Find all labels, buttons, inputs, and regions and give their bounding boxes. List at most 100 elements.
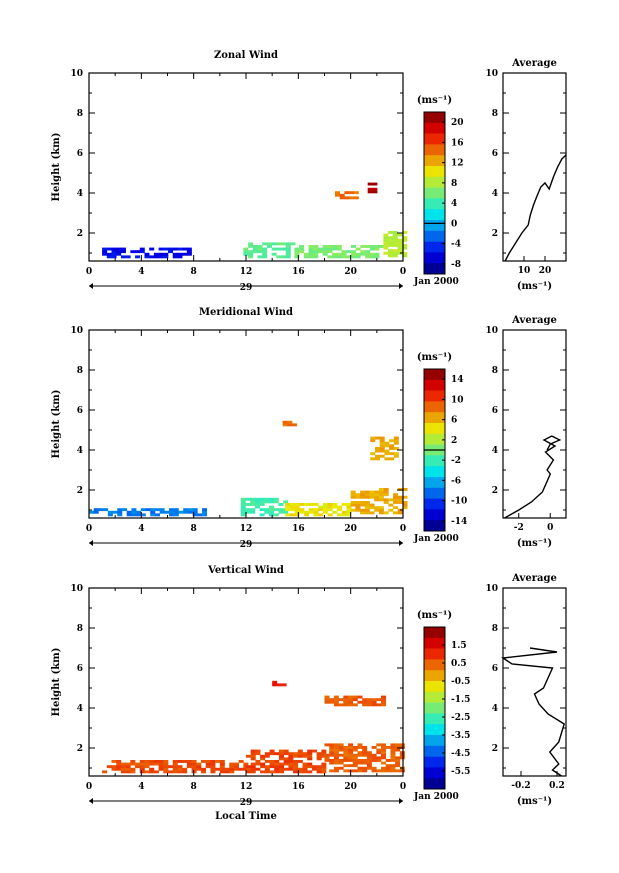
heatmap-cell <box>205 762 211 766</box>
heatmap-cell <box>333 746 339 749</box>
heatmap-cell <box>371 756 377 760</box>
heatmap-cell <box>248 255 254 259</box>
heatmap-cell <box>116 765 122 769</box>
heatmap-cell <box>269 765 275 769</box>
heatmap-cell <box>376 703 382 707</box>
heatmap-cell <box>271 242 277 246</box>
heatmap-cell <box>297 770 303 774</box>
heatmap-cell <box>238 767 244 771</box>
average-y-tick-label: 8 <box>492 624 498 634</box>
colorbar-segment <box>424 155 445 167</box>
heatmap-cell <box>327 513 333 517</box>
x-tick-label: 4 <box>138 782 144 792</box>
heatmap-cell <box>177 765 183 769</box>
heatmap-cell <box>302 770 308 774</box>
heatmap-cell <box>158 765 164 769</box>
heatmap-cell <box>111 247 117 251</box>
heatmap-cell <box>269 770 275 774</box>
heatmap-cell <box>299 503 305 506</box>
heatmap-cell <box>168 765 174 769</box>
heatmap-cell <box>365 250 371 254</box>
heatmap-cell <box>333 753 339 757</box>
heatmap-cell <box>311 749 317 753</box>
heatmap-cell <box>299 510 305 514</box>
heatmap-cell <box>338 746 344 749</box>
heatmap-cell <box>343 698 349 702</box>
colorbar-tick-label: 14 <box>451 375 464 385</box>
heatmap-cell <box>360 495 366 499</box>
heatmap-cell <box>264 500 270 504</box>
heatmap-cell <box>371 700 377 704</box>
panel-title: Vertical Wind <box>207 565 284 576</box>
colorbar-segment <box>424 401 445 413</box>
heatmap-cell <box>397 501 403 504</box>
average-y-tick-label: 8 <box>492 109 498 119</box>
heatmap-cell <box>260 754 266 758</box>
heatmap-cell <box>240 500 246 504</box>
heatmap-cell <box>289 508 295 512</box>
heatmap-cell <box>378 493 384 497</box>
heatmap-cell <box>111 767 117 771</box>
heatmap-cell <box>397 498 403 502</box>
heatmap-cell <box>307 765 313 769</box>
heatmap-cell <box>355 247 361 251</box>
heatmap-cell <box>186 762 192 766</box>
heatmap-cell <box>378 490 384 494</box>
y-tick-label: 6 <box>77 664 83 674</box>
heatmap-cell <box>308 503 314 506</box>
heatmap-cell <box>383 498 389 502</box>
heatmap-cell <box>210 760 216 763</box>
x-tick-label: 0 <box>86 782 92 792</box>
heatmap-cell <box>344 191 350 195</box>
heatmap-cell <box>311 765 317 769</box>
heatmap-cell <box>334 191 340 195</box>
date-label: Jan 2000 <box>413 792 459 802</box>
heatmap-cell <box>278 508 284 512</box>
heatmap-cell <box>210 765 216 769</box>
heatmap-cell <box>182 767 188 771</box>
heatmap-cell <box>111 252 117 256</box>
heatmap-cell <box>125 762 131 766</box>
heatmap-cell <box>272 680 278 684</box>
heatmap-cell <box>191 765 197 769</box>
heatmap-cell <box>243 252 249 256</box>
heatmap-cell <box>333 703 339 707</box>
heatmap-cell <box>111 255 117 259</box>
heatmap-cell <box>381 761 387 765</box>
colorbar-segment <box>424 230 445 242</box>
heatmap-cell <box>183 508 189 512</box>
heatmap-cell <box>369 511 375 515</box>
heatmap-cell <box>324 753 330 757</box>
heatmap-cell <box>350 255 356 259</box>
heatmap-cell <box>392 231 398 234</box>
colorbar-tick-label: 0 <box>451 219 457 229</box>
heatmap-cell <box>362 759 368 762</box>
heatmap-cell <box>294 247 300 251</box>
heatmap-cell <box>364 493 370 497</box>
heatmap-cell <box>392 254 398 258</box>
heatmap-cell <box>250 762 256 766</box>
heatmap-cell <box>371 766 377 770</box>
heatmap-cell <box>183 510 189 514</box>
heatmap-cell <box>381 769 387 773</box>
heatmap-cell <box>153 255 159 259</box>
y-tick-label: 10 <box>70 326 83 336</box>
average-y-tick-label: 8 <box>492 366 498 376</box>
heatmap-cell <box>255 767 261 771</box>
average-x-tick-label: -0.2 <box>511 781 530 791</box>
heatmap-cell <box>313 247 319 251</box>
heatmap-cell <box>369 247 375 251</box>
average-y-tick-label: 6 <box>492 406 498 416</box>
heatmap-cell <box>257 250 263 254</box>
x-tick-label: 16 <box>292 782 305 792</box>
heatmap-cell <box>357 769 363 773</box>
colorbar-segment <box>424 735 445 747</box>
heatmap-cell <box>338 766 344 770</box>
colorbar-tick-label: -6 <box>451 476 461 486</box>
heatmap-cell <box>352 695 358 699</box>
heatmap-cell <box>329 751 335 755</box>
colorbar-segment <box>424 691 445 703</box>
heatmap-cell <box>276 255 282 259</box>
plot-frame <box>88 72 404 262</box>
heatmap-cell <box>172 760 178 763</box>
